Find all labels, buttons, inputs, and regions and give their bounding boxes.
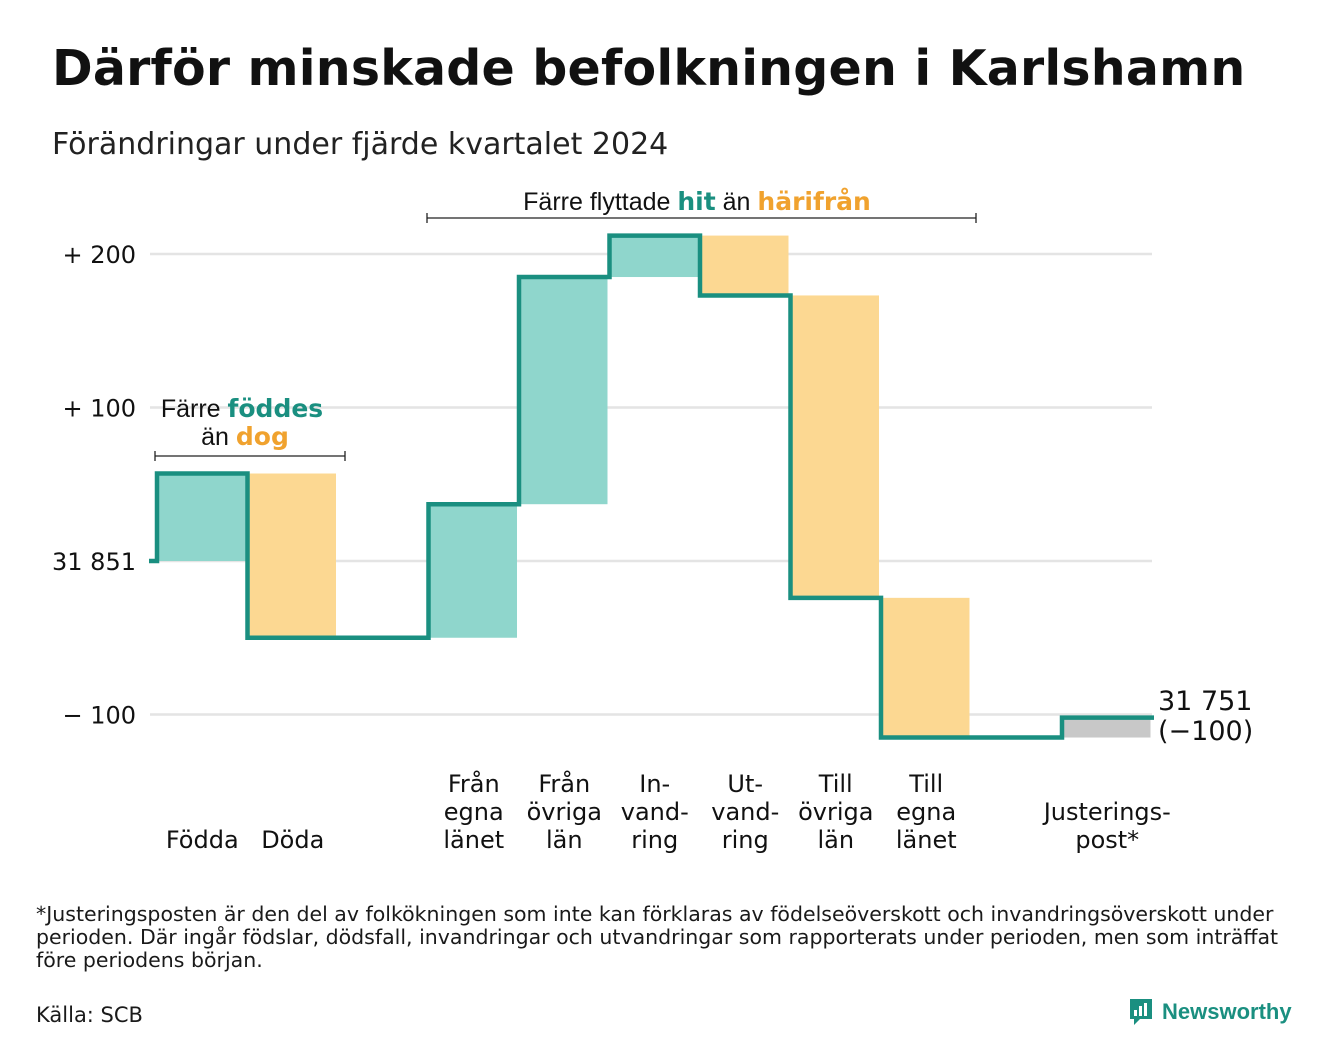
svg-text:än dog: än dog	[201, 422, 289, 451]
x-tick-label: Från egna länet	[443, 769, 504, 854]
y-tick-label: − 100	[62, 702, 136, 730]
end-value-label: 31 751 (−100)	[1158, 686, 1253, 747]
source-credit: Källa: SCB	[36, 1003, 143, 1027]
annotation-moves-harifran: härifrån	[757, 187, 870, 216]
x-tick-label: Till egna länet	[896, 770, 957, 854]
annotation-births: Färre föddes än dog	[154, 394, 346, 461]
annotation-deaths-highlight: dog	[236, 422, 289, 451]
brand-name: Newsworthy	[1162, 999, 1292, 1024]
waterfall-bar	[1062, 717, 1151, 738]
waterfall-bar	[247, 473, 336, 638]
waterfall-bar	[157, 473, 246, 561]
x-tick-label: Från övriga län	[527, 769, 602, 854]
annotation-moves-hit: hit	[677, 187, 715, 216]
newsworthy-logo-icon	[1130, 999, 1152, 1025]
footnote: *Justeringsposten är den del av folkökni…	[36, 902, 1279, 972]
brand-logo[interactable]: Newsworthy	[1128, 997, 1292, 1027]
annotation-moves: Färre flyttade hit än härifrån	[426, 187, 977, 223]
waterfall-bar	[881, 597, 970, 738]
waterfall-bar	[609, 235, 698, 278]
end-value: 31 751	[1158, 686, 1252, 717]
y-tick-label: 31 851	[52, 548, 136, 576]
chart-title: Därför minskade befolkningen i Karlshamn	[52, 40, 1246, 97]
waterfall-bars	[157, 235, 1151, 738]
waterfall-bar	[700, 235, 789, 296]
svg-text:Färre flyttade hit än härifrån: Färre flyttade hit än härifrån	[523, 187, 871, 216]
waterfall-bar	[428, 504, 517, 638]
waterfall-chart: + 200 + 100 31 851 − 100 Födda Döda Från egna l…	[52, 187, 1253, 854]
annotation-births-highlight: föddes	[228, 394, 324, 423]
y-tick-label: + 200	[62, 241, 136, 269]
x-tick-label: Ut-vand-ring	[711, 770, 779, 854]
chart-subtitle: Förändringar under fjärde kvartalet 2024	[52, 127, 669, 162]
x-tick-label: Justerings-post*	[1042, 798, 1171, 854]
waterfall-bar	[519, 277, 608, 505]
y-axis-labels: + 200 + 100 31 851 − 100	[52, 241, 136, 730]
y-tick-label: + 100	[62, 395, 136, 423]
waterfall-bar	[790, 295, 879, 598]
x-tick-label: Döda	[261, 826, 324, 854]
end-change: (−100)	[1158, 716, 1253, 747]
x-axis-labels: Födda Döda Från egna länet Från övriga län In-va…	[166, 769, 1171, 854]
x-tick-label: Till övriga län	[798, 770, 873, 854]
annotation-deaths-prefix: än	[201, 423, 236, 451]
annotation-moves-prefix: Färre flyttade	[523, 188, 677, 216]
x-tick-label: In-vand-ring	[621, 770, 689, 854]
svg-text:Färre föddes: Färre föddes	[161, 394, 323, 423]
x-tick-label: Födda	[166, 826, 239, 854]
annotation-moves-middle: än	[716, 188, 758, 216]
annotation-births-prefix: Färre	[161, 395, 228, 423]
cumulative-step-line	[149, 233, 1154, 740]
